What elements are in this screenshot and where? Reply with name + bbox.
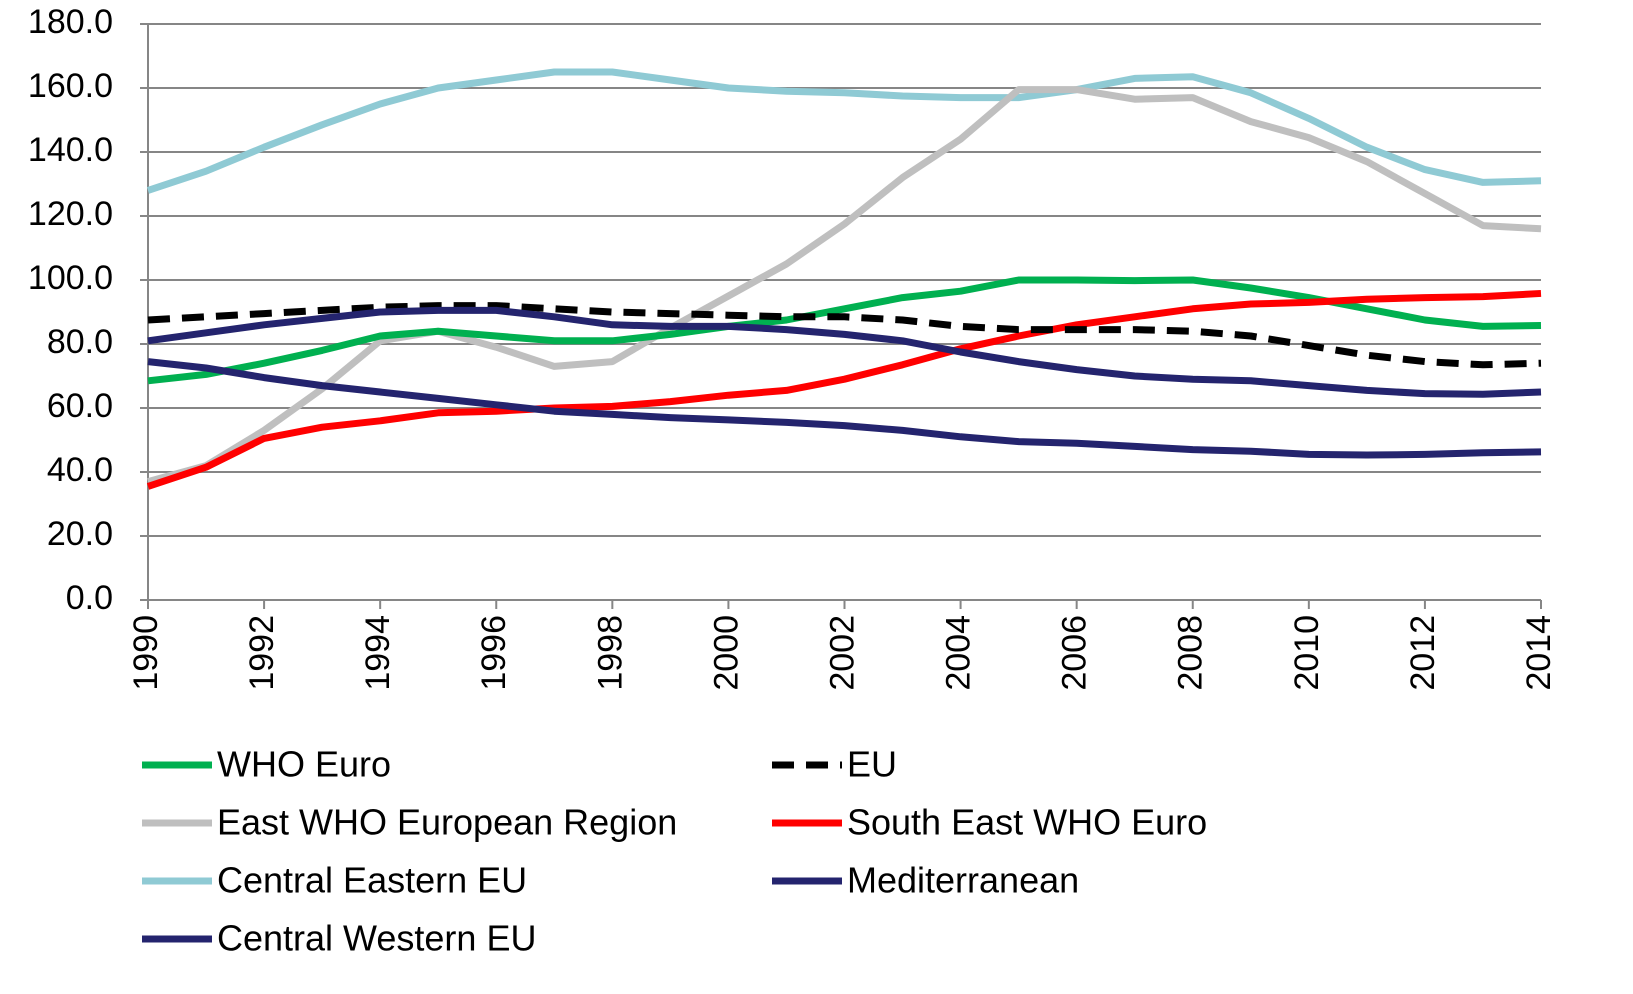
y-tick-label: 0.0 <box>66 579 113 617</box>
legend-label: East WHO European Region <box>217 802 677 843</box>
y-tick-label: 120.0 <box>28 195 113 233</box>
legend-label: WHO Euro <box>217 744 391 785</box>
x-tick-label: 2008 <box>1172 615 1210 691</box>
series-line <box>147 86 1542 485</box>
x-tick-label: 2006 <box>1056 615 1094 691</box>
y-tick-label: 180.0 <box>28 3 113 41</box>
x-tick-label: 2012 <box>1404 615 1442 691</box>
y-tick-label: 140.0 <box>28 131 113 169</box>
legend-label: South East WHO Euro <box>847 802 1207 843</box>
y-tick-label: 100.0 <box>28 259 113 297</box>
series-line <box>147 276 1542 385</box>
y-tick-label: 40.0 <box>47 451 113 489</box>
x-tick-label: 2014 <box>1520 615 1558 691</box>
y-tick-label: 20.0 <box>47 515 113 553</box>
x-tick-label: 1994 <box>359 615 397 691</box>
x-tick-label: 1996 <box>475 615 513 691</box>
legend-label: Central Western EU <box>217 918 536 959</box>
x-tick-label: 2000 <box>707 615 745 691</box>
x-tick-label: 2002 <box>823 615 861 691</box>
y-tick-label: 80.0 <box>47 323 113 361</box>
series-line <box>146 68 1542 194</box>
legend-label: EU <box>847 744 897 785</box>
legend-label: Central Eastern EU <box>217 860 527 901</box>
x-tick-label: 1990 <box>127 615 165 691</box>
series-line <box>147 306 1542 398</box>
x-tick-label: 2010 <box>1288 615 1326 691</box>
x-tick-label: 1998 <box>591 615 629 691</box>
x-tick-label: 2004 <box>940 615 978 691</box>
y-tick-label: 160.0 <box>28 67 113 105</box>
legend-label: Mediterranean <box>847 860 1079 901</box>
series-line <box>146 289 1542 490</box>
x-tick-label: 1992 <box>243 615 281 691</box>
y-tick-label: 60.0 <box>47 387 113 425</box>
series-line <box>147 358 1542 459</box>
series-line <box>147 302 1542 369</box>
